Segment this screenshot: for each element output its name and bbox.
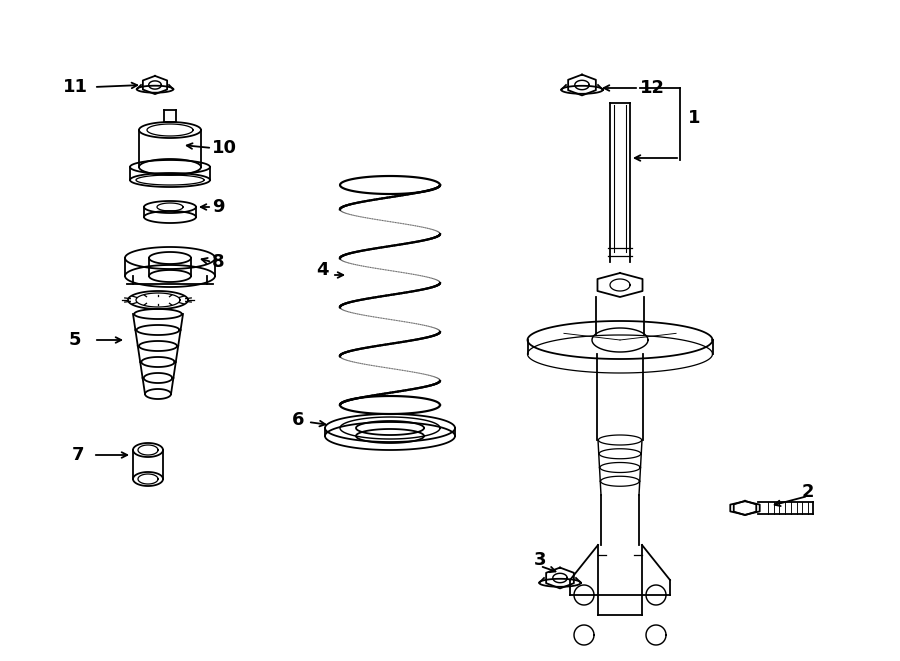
Text: 11: 11 — [62, 78, 87, 96]
Text: 1: 1 — [688, 109, 700, 127]
Text: 8: 8 — [212, 253, 225, 271]
Text: 6: 6 — [292, 411, 304, 429]
Text: 4: 4 — [316, 261, 328, 279]
Text: 12: 12 — [640, 79, 665, 97]
Text: 9: 9 — [212, 198, 224, 216]
Text: 5: 5 — [68, 331, 81, 349]
Text: 2: 2 — [802, 483, 814, 501]
Text: 3: 3 — [534, 551, 546, 569]
Text: 7: 7 — [72, 446, 85, 464]
Text: 10: 10 — [212, 139, 237, 157]
